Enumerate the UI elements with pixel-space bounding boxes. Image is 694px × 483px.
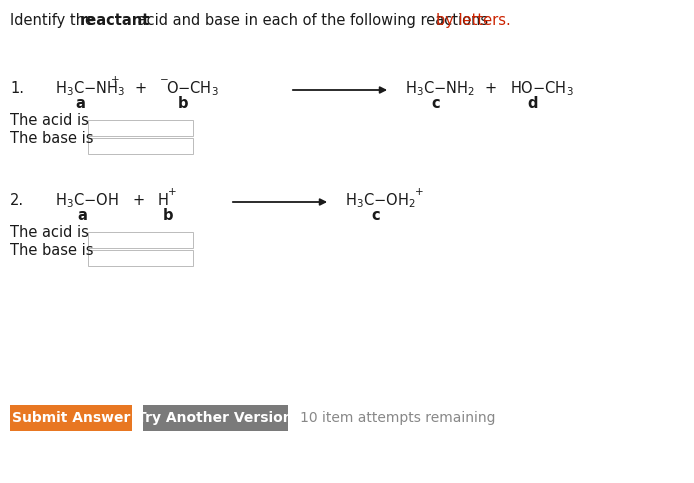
Text: +: + [133, 193, 145, 208]
Bar [143, 405, 288, 431]
Bar [88, 120, 193, 136]
Text: c: c [371, 208, 380, 223]
Text: +: + [168, 187, 177, 197]
Text: +: + [111, 75, 119, 85]
Text: 2.: 2. [10, 193, 24, 208]
Bar [88, 232, 193, 248]
Text: a: a [77, 208, 87, 223]
Text: O$-$CH$_3$: O$-$CH$_3$ [166, 79, 219, 98]
Text: by letters.: by letters. [436, 13, 511, 28]
Text: Identify the: Identify the [10, 13, 99, 28]
Text: b: b [163, 208, 174, 223]
Text: +: + [415, 187, 423, 197]
Text: acid and base in each of the following reactions: acid and base in each of the following r… [133, 13, 493, 28]
Text: 10 item attempts remaining: 10 item attempts remaining [300, 411, 496, 425]
Text: b: b [178, 96, 189, 111]
Text: Try Another Version: Try Another Version [137, 411, 293, 425]
Text: The base is: The base is [10, 243, 94, 258]
Text: H$_3$C$-$OH$_2$: H$_3$C$-$OH$_2$ [345, 191, 416, 210]
Text: −: − [160, 75, 169, 85]
Text: H$_3$C$-$NH$_2$: H$_3$C$-$NH$_2$ [405, 79, 475, 98]
Text: a: a [75, 96, 85, 111]
Text: Submit Answer: Submit Answer [12, 411, 130, 425]
Bar [88, 250, 193, 266]
Text: 1.: 1. [10, 81, 24, 96]
Text: The acid is: The acid is [10, 113, 89, 128]
Text: +: + [485, 81, 497, 96]
Text: d: d [527, 96, 537, 111]
Text: The base is: The base is [10, 131, 94, 146]
Text: H$_3$C$-$NH$_3$: H$_3$C$-$NH$_3$ [55, 79, 125, 98]
Bar [88, 138, 193, 154]
Text: c: c [431, 96, 439, 111]
Text: reactant: reactant [80, 13, 151, 28]
Text: H: H [158, 193, 169, 208]
Text: The acid is: The acid is [10, 225, 89, 240]
Bar [10, 405, 132, 431]
Text: H$_3$C$-$OH: H$_3$C$-$OH [55, 191, 119, 210]
Text: HO$-$CH$_3$: HO$-$CH$_3$ [510, 79, 574, 98]
Text: +: + [135, 81, 147, 96]
